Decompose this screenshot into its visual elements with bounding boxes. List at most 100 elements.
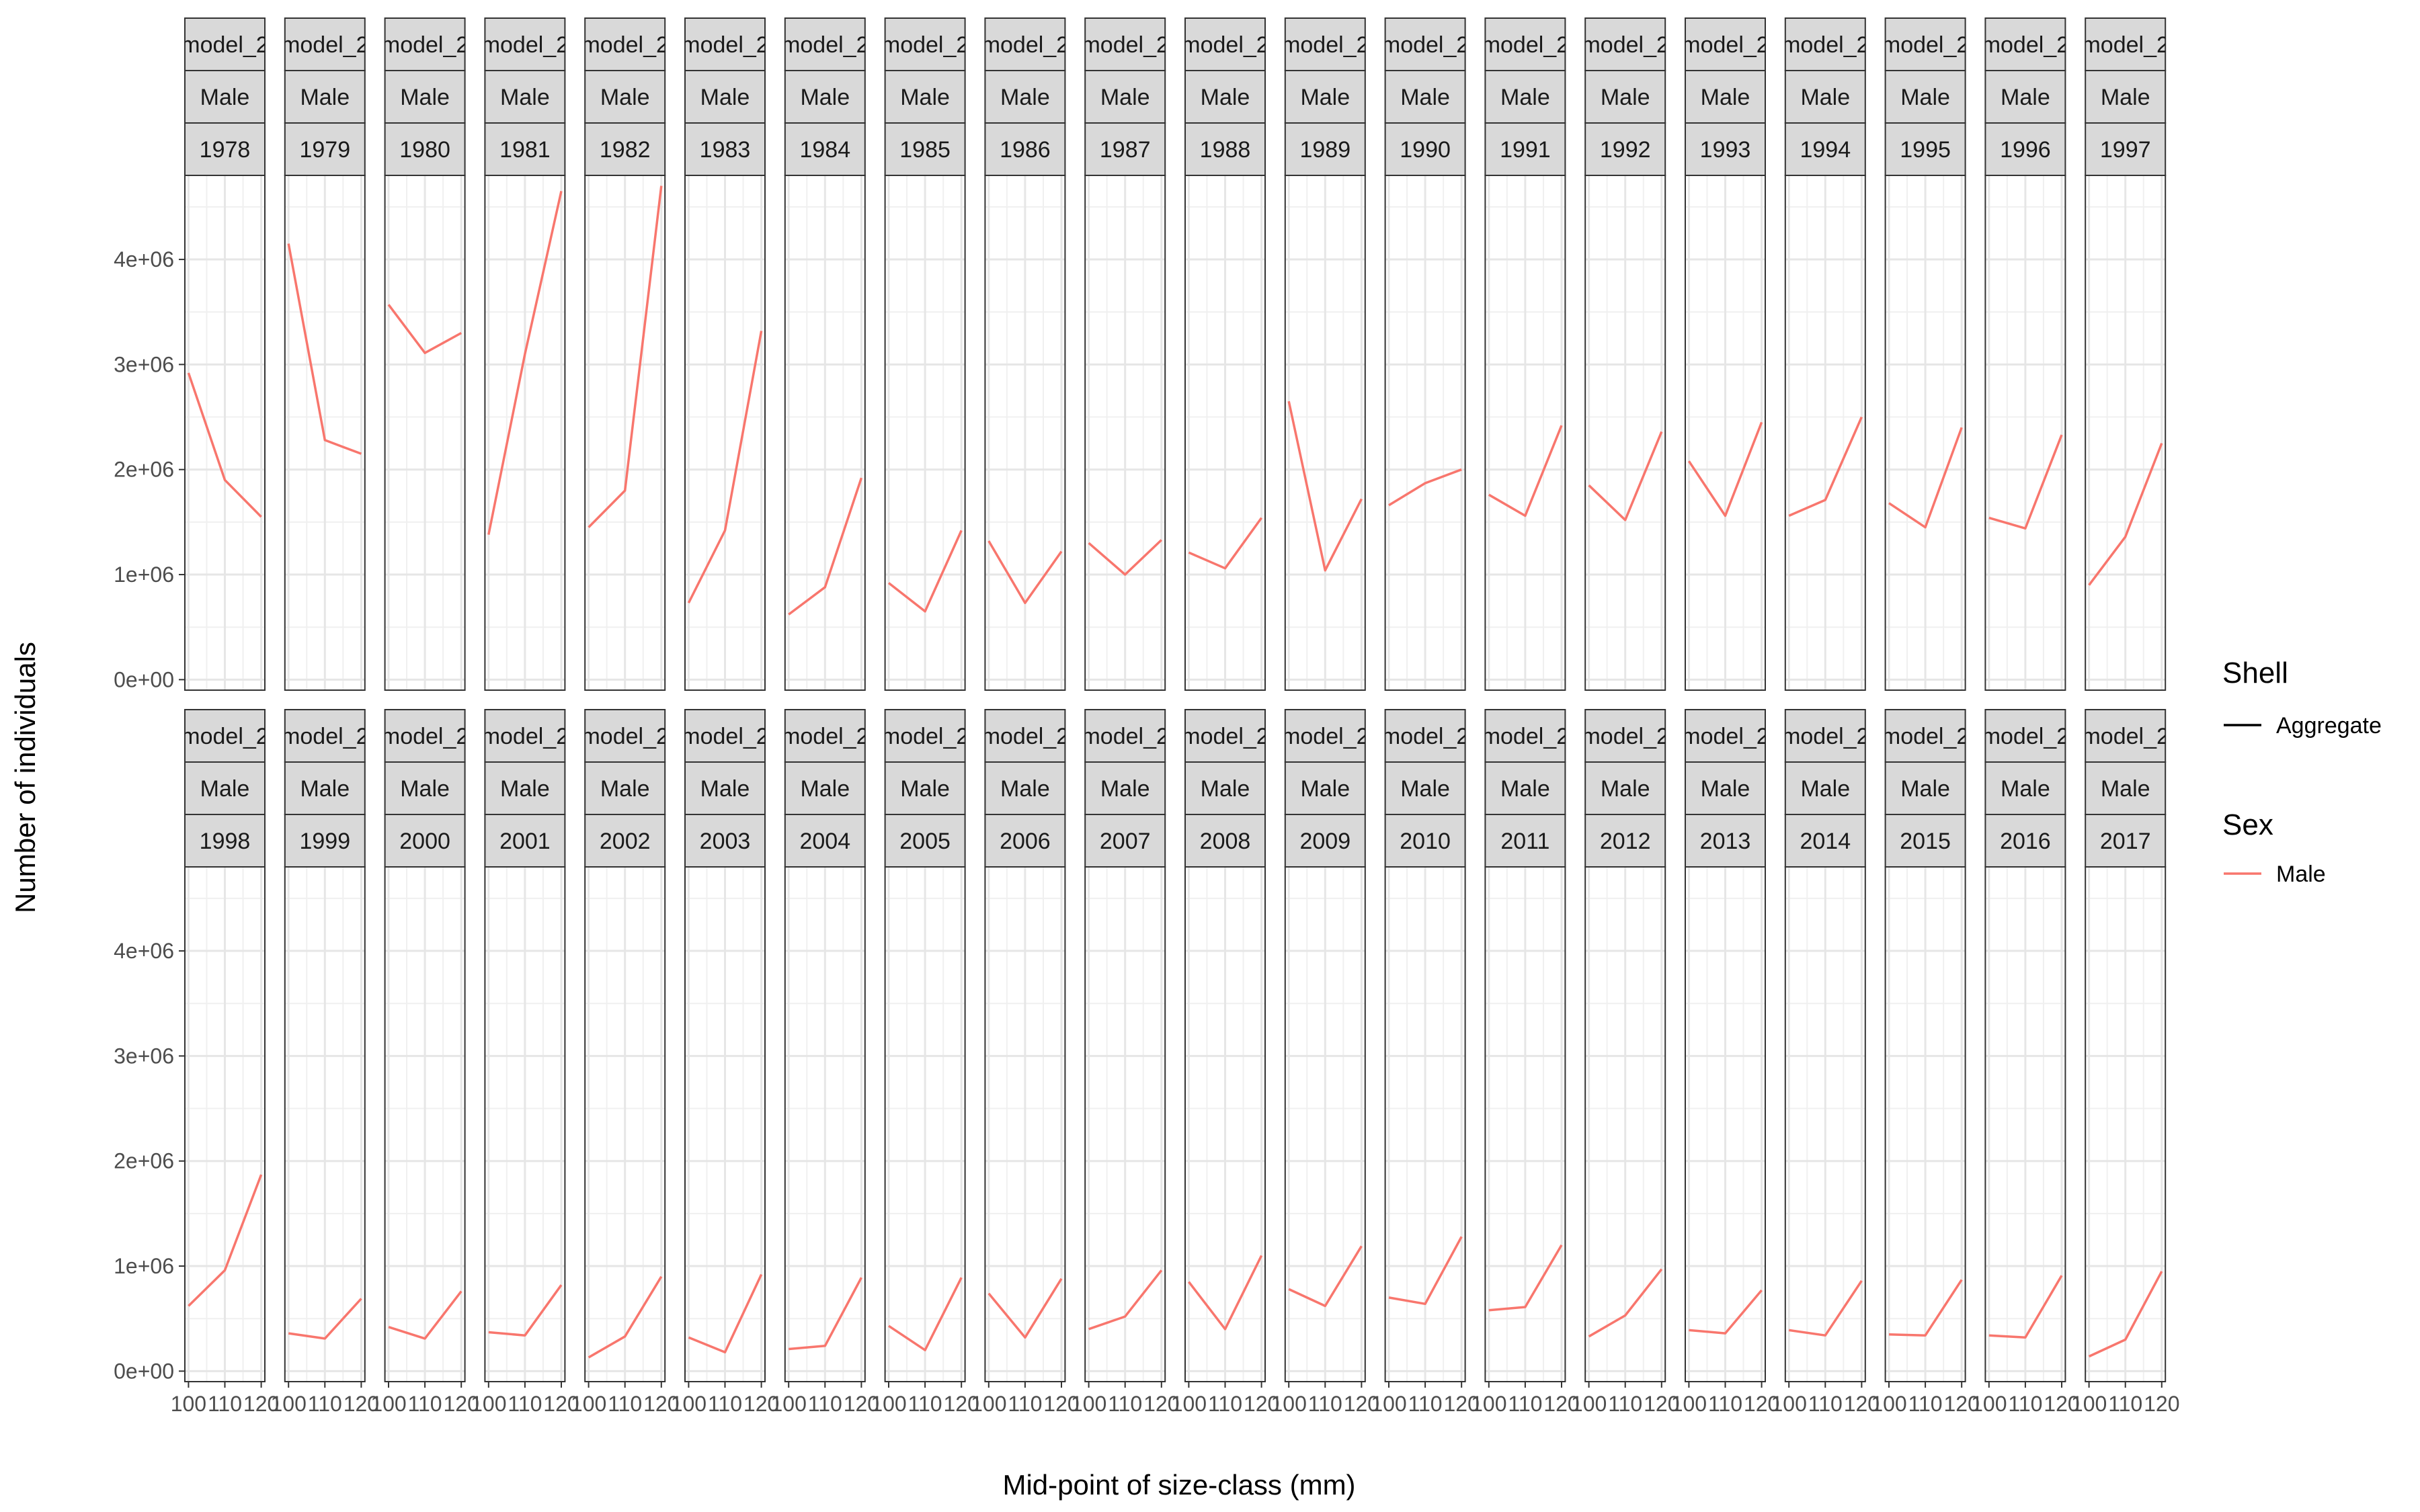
strip-box [1884,122,1966,176]
strip-model-label: model_2 [881,724,969,749]
strip-sex-label: Male [700,776,750,802]
strip-box [1584,122,1666,176]
series-line-male-1997 [2088,442,2163,586]
strip-year-label: 2011 [1500,829,1549,854]
strip-year-label: 1978 [200,137,251,163]
strip-box [484,814,566,868]
strip-sex-label: Male [500,776,550,802]
strip-box [2085,17,2167,71]
panel-border [284,175,366,691]
strip-sex-label: Male [800,776,850,802]
series-line-male-2005 [888,1277,963,1351]
strip-sex-label: Male [200,85,250,110]
strip-sex-label: Male [1500,776,1550,802]
strip-model-label: model_2 [2081,32,2169,58]
x-tick-label: 110 [208,1392,242,1416]
strip-model-label: model_2 [981,724,1069,749]
series-line-male-2006 [987,1277,1063,1339]
strip-box [1084,17,1166,71]
strip-model-label: model_2 [1482,32,1569,58]
panel-border [1685,175,1766,691]
facet-panel-2000: model_2 Male 2000 100 110 120 [370,709,479,1416]
strip-sex-label: Male [300,776,350,802]
strip-model-label: model_2 [381,724,469,749]
strip-year-label: 2017 [2100,829,2151,854]
x-tick-label: 100 [271,1392,307,1416]
series-line-male-1995 [1888,427,1963,529]
strip-box [1784,70,1866,124]
strip-sex-label: Male [2101,85,2150,110]
strip-box [584,122,666,176]
series-line-male-2012 [1588,1268,1663,1338]
x-tick-label: 100 [1171,1392,1207,1416]
strip-model-label: model_2 [1681,32,1769,58]
facet-panel-1989: model_2 Male 1989 [1284,17,1366,691]
y-tick-label: 0e+00 [114,667,174,691]
strip-model-label: model_2 [581,724,668,749]
facet-panel-1984: model_2 Male 1984 [781,17,869,691]
strip-model-label: model_2 [581,32,668,58]
strip-model-label: model_2 [781,32,869,58]
strip-box [684,122,766,176]
series-line-male-2001 [488,1284,563,1337]
series-line-male-1991 [1488,425,1563,517]
strip-year-label: 2001 [499,829,551,854]
x-tick-label: 100 [471,1392,506,1416]
strip-year-label: 1997 [2100,137,2151,163]
facet-panel-2003: model_2 Male 2003 100 110 120 [671,709,779,1416]
strip-box [1384,814,1466,868]
facet-panel-2005: model_2 Male 2005 100 110 120 [871,709,979,1416]
facet-panel-1988: model_2 Male 1988 [1184,17,1266,691]
series-line-male-2004 [789,1277,862,1351]
strip-box [1284,814,1366,868]
series-line-male-1986 [987,540,1063,604]
x-tick-label: 110 [2008,1392,2042,1416]
strip-year-label: 1983 [700,137,751,163]
facet-panel-1983: model_2 Male 1983 [684,17,766,691]
strip-sex-label: Male [1100,85,1150,110]
strip-sex-label: Male [900,776,950,802]
strip-year-label: 1991 [1500,137,1551,163]
strip-box [1484,17,1566,71]
strip-box [784,709,866,763]
strip-box [984,814,1066,868]
x-tick-label: 100 [1871,1392,1906,1416]
strip-year-label: 1982 [600,137,651,163]
x-tick-label: 110 [508,1392,542,1416]
strip-sex-label: Male [2101,776,2150,802]
strip-sex-label: Male [2001,776,2050,802]
strip-box [384,70,466,124]
series-line-male-1998 [188,1174,263,1307]
series-line-male-2014 [1788,1279,1863,1337]
strip-model-label: model_2 [2081,724,2169,749]
facet-panel-2013: model_2 Male 2013 100 110 120 [1671,709,1779,1416]
x-tick-label: 120 [1244,1392,1279,1416]
panel-border [984,175,1066,691]
strip-sex-label: Male [800,85,850,110]
x-tick-label: 110 [1608,1392,1642,1416]
series-line-male-2015 [1888,1279,1963,1337]
x-tick-label: 120 [943,1392,979,1416]
strip-box [984,70,1066,124]
strip-box [1384,761,1466,815]
strip-sex-label: Male [1701,776,1750,802]
x-tick-label: 120 [1943,1392,1979,1416]
series-line-male-2002 [588,1275,663,1359]
panel-border [1184,175,1266,691]
series-line-male-1978 [187,372,262,518]
strip-box [884,709,966,763]
x-tick-label: 110 [908,1392,942,1416]
strip-box [1084,709,1166,763]
series-line-male-2013 [1689,1289,1763,1335]
x-tick-label: 110 [608,1392,642,1416]
series-line-male-1982 [588,185,663,528]
facet-panel-2010: model_2 Male 2010 100 110 120 [1371,709,1480,1416]
strip-model-label: model_2 [1681,724,1769,749]
panel-border [884,175,966,691]
strip-year-label: 1999 [299,829,350,854]
panel-border [784,175,866,691]
facet-panel-2006: model_2 Male 2006 100 110 120 [971,709,1080,1416]
strip-box [1984,761,2066,815]
strip-box [2085,122,2167,176]
